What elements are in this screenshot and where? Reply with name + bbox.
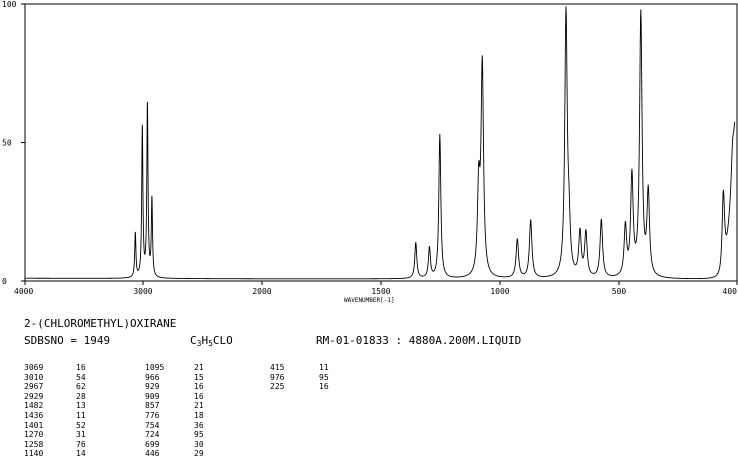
- peak-intensity: 11: [76, 410, 86, 420]
- peak-wavenumber: 3069: [24, 363, 44, 372]
- spectrum-line: [25, 6, 736, 280]
- y-tick-label: 100: [2, 0, 17, 9]
- peak-wavenumber: 415: [270, 363, 285, 372]
- plot-frame: [24, 3, 738, 282]
- peak-intensity: 13: [76, 401, 86, 411]
- peak-intensity: 28: [76, 391, 86, 401]
- peak-intensity: 11: [319, 363, 329, 372]
- x-tick-label: 500: [612, 287, 627, 296]
- peak-intensity: 95: [194, 430, 204, 440]
- peak-wavenumber: 1482: [24, 401, 44, 411]
- peak-intensity: 16: [319, 382, 329, 392]
- x-tick-label: 4000: [14, 287, 33, 296]
- peak-intensity: 16: [194, 382, 204, 392]
- peak-intensity: 31: [76, 430, 86, 440]
- peak-wavenumber: 2967: [24, 382, 44, 392]
- peak-intensity: 16: [76, 363, 86, 372]
- peak-intensity: 30: [194, 439, 204, 449]
- peak-wavenumber: 857: [145, 401, 160, 411]
- peak-wavenumber: 1095: [145, 363, 165, 372]
- x-axis-label: WAVENUMBER[-1]: [344, 297, 395, 304]
- x-tick-label: 3000: [133, 287, 152, 296]
- peak-intensity: 15: [194, 372, 204, 382]
- peak-intensity: 36: [194, 420, 204, 430]
- peak-wavenumber: 225: [270, 382, 285, 392]
- peak-wavenumber: 1140: [24, 449, 44, 459]
- peak-wavenumber: 446: [145, 449, 160, 459]
- x-tick-label: 400: [723, 287, 738, 296]
- peak-wavenumber: 699: [145, 439, 160, 449]
- x-tick-label: 1000: [490, 287, 509, 296]
- peak-intensity: 95: [319, 372, 329, 382]
- x-tick-label: 1500: [371, 287, 390, 296]
- peak-intensity: 21: [194, 401, 204, 411]
- peak-wavenumber: 1270: [24, 430, 44, 440]
- y-tick-label: 50: [2, 139, 12, 148]
- peak-wavenumber: 1258: [24, 439, 44, 449]
- y-tick-label: 0: [2, 277, 7, 286]
- peak-wavenumber: 776: [145, 410, 160, 420]
- sdbs-number: SDBSNO = 1949: [24, 334, 111, 347]
- compound-name: 2-(CHLOROMETHYL)OXIRANE: [24, 317, 177, 330]
- plot-border: [24, 3, 738, 282]
- molecular-formula: C3H5CLO: [190, 334, 233, 348]
- peak-intensity: 18: [194, 410, 204, 420]
- peak-intensity: 52: [76, 420, 86, 430]
- peak-wavenumber: 1436: [24, 410, 44, 420]
- peak-wavenumber: 2929: [24, 391, 44, 401]
- peak-intensity: 16: [194, 391, 204, 401]
- peak-wavenumber: 966: [145, 372, 160, 382]
- peak-wavenumber: 754: [145, 420, 160, 430]
- measurement-record: RM-01-01833 : 4880A.200M.LIQUID: [316, 334, 522, 347]
- peak-wavenumber: 976: [270, 372, 285, 382]
- peak-wavenumber: 909: [145, 391, 160, 401]
- peak-intensity: 62: [76, 382, 86, 392]
- peak-wavenumber: 1401: [24, 420, 44, 430]
- peak-intensity: 14: [76, 449, 86, 459]
- peak-intensity: 76: [76, 439, 86, 449]
- peak-intensity: 21: [194, 363, 204, 372]
- peak-wavenumber: 724: [145, 430, 160, 440]
- peak-intensity: 54: [76, 372, 86, 382]
- peak-wavenumber: 929: [145, 382, 160, 392]
- peak-wavenumber: 3010: [24, 372, 44, 382]
- x-tick-label: 2000: [252, 287, 271, 296]
- peak-intensity: 29: [194, 449, 204, 459]
